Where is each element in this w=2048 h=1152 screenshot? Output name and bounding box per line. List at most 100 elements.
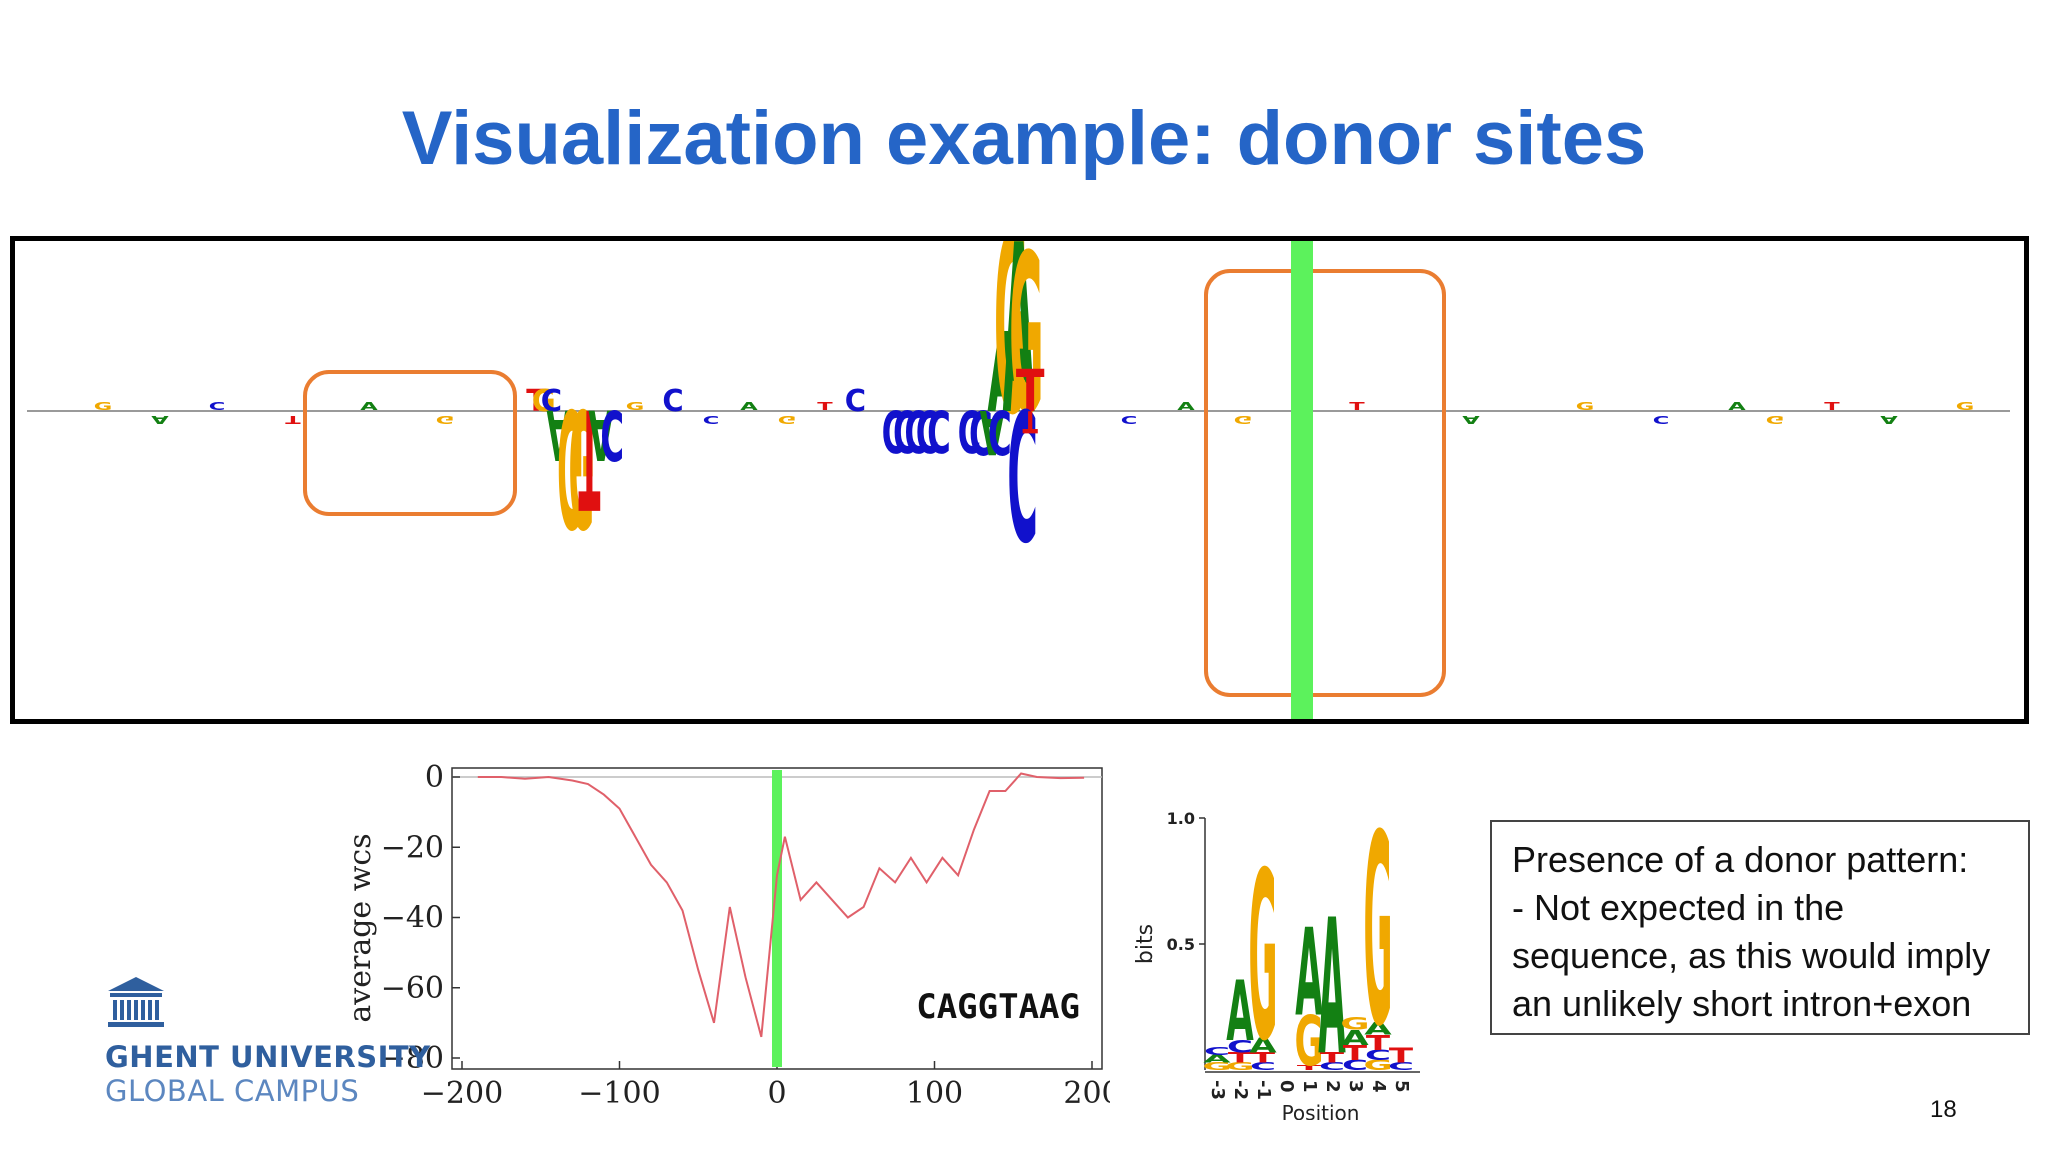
logo-letter-t: T (1023, 403, 1039, 438)
logo-letter-c: C (541, 384, 562, 419)
logo-letter-g: G (569, 372, 595, 559)
logo-letter-c: C (600, 394, 624, 475)
logo-noise-letter: G (778, 413, 797, 425)
motif-annotation: CAGGTAAG (916, 987, 1080, 1027)
university-building-icon (108, 977, 164, 1027)
logo-noise-letter: A (1462, 413, 1480, 425)
bits-letter-a: A (1295, 902, 1322, 1043)
y-tick-label: 0 (425, 760, 444, 795)
logo-letter-g: G (532, 384, 556, 419)
highlight-box (1204, 269, 1446, 697)
site-marker-line (772, 770, 782, 1067)
donor-pattern-note: Presence of a donor pattern: - Not expec… (1490, 820, 2030, 1035)
bits-letter-g: G (1225, 1061, 1254, 1073)
logo-noise-letter: G (1234, 413, 1253, 425)
logo-letter-c: C (916, 397, 940, 464)
logo-noise-letter: T (1824, 401, 1839, 413)
logo-noise-letter: G (94, 401, 113, 413)
bits-letter-t: T (1366, 1031, 1390, 1055)
logo-letter-c: C (969, 396, 993, 466)
logo-noise-letter: G (436, 413, 455, 425)
average-wcs-chart: 0 −20 −40 −60 −80−200 −100 0 100 200 average wcs C… (343, 760, 1110, 1111)
note-line: - Not expected in the (1512, 887, 1845, 928)
bits-letter-a: A (1318, 879, 1346, 1097)
logo-letter-c: C (662, 384, 683, 419)
logo-noise-letter: T (817, 401, 832, 413)
site-marker-line (1291, 241, 1313, 719)
logo-letter-a: A (588, 394, 613, 475)
bits-letter-c: C (1227, 1036, 1253, 1056)
logo-noise-letter: G (1956, 401, 1975, 413)
logo-letter-c: C (927, 397, 951, 464)
logo-letter-c: C (845, 384, 866, 419)
y-tick-label: −80 (381, 1041, 444, 1076)
logo-letter-t: T (526, 384, 547, 419)
bits-letter-g: G (1340, 1014, 1369, 1034)
bits-letter-c: C (1388, 1061, 1414, 1073)
x-tick-label: -1 (1253, 1080, 1274, 1100)
bits-letter-a: A (1226, 964, 1253, 1060)
logo-letter-a: A (980, 396, 1005, 466)
note-line: an unlikely short intron+exon (1512, 983, 1972, 1024)
y-tick-label: −20 (381, 830, 444, 865)
logo-noise-letter: A (151, 413, 169, 425)
x-tick-label: −100 (578, 1076, 660, 1111)
logo-letter-c: C (882, 397, 906, 464)
logo-noise-letter: G (1766, 413, 1785, 425)
logo-letter-g: G (557, 372, 583, 559)
bits-letter-t: T (1228, 1050, 1253, 1066)
logo-letter-c: C (893, 397, 917, 464)
bits-letter-c: C (1204, 1046, 1230, 1058)
bits-letter-a: A (1364, 1019, 1392, 1039)
bits-letter-g: G (1363, 1058, 1392, 1074)
x-tick-label: 2 (1322, 1080, 1343, 1093)
x-tick-label: −200 (421, 1076, 503, 1111)
bits-letter-c: C (1365, 1048, 1391, 1064)
bits-letter-c: C (1250, 1061, 1276, 1073)
x-tick-label: 1 (1299, 1080, 1320, 1093)
bits-letter-t: T (1343, 1041, 1367, 1065)
bits-letter-a: A (1203, 1053, 1232, 1065)
bits-letter-g: G (1248, 823, 1277, 1093)
slide-title: Visualization example: donor sites (401, 96, 1647, 181)
bits-letter-a: A (1341, 1026, 1369, 1050)
logo-noise-letter: T (1349, 401, 1364, 413)
x-tick-label: 3 (1345, 1080, 1366, 1093)
logo-letter-c: C (988, 396, 1012, 466)
logo-letter-t: T (1016, 357, 1045, 424)
logo-letter-a: A (987, 309, 1019, 437)
bits-letter-t: T (1389, 1043, 1413, 1067)
logo-noise-letter: A (740, 401, 758, 413)
logo-noise-letter: G (626, 401, 645, 413)
logo-letter-c: C (958, 397, 982, 464)
note-line: Presence of a donor pattern: (1512, 839, 1969, 880)
logo-noise-letter: A (1177, 401, 1195, 413)
logo-letter-g: G (994, 241, 1028, 470)
x-tick-label: 0 (1276, 1080, 1297, 1093)
x-tick-label: 5 (1391, 1080, 1412, 1093)
logo-letter-c: C (1007, 368, 1038, 576)
bits-letter-g: G (1202, 1061, 1231, 1073)
x-tick-label: 200 (1063, 1076, 1110, 1111)
logo-noise-letter: C (1121, 413, 1138, 425)
x-tick-label: 0 (767, 1076, 786, 1111)
note-line: sequence, as this would imply (1512, 935, 1991, 976)
logo-university-text: GHENT UNIVERSITY (105, 1040, 431, 1074)
logo-letter-c: C (904, 397, 928, 464)
x-tick-label: 4 (1368, 1080, 1389, 1093)
logo-letter-t: T (578, 378, 600, 536)
y-axis-label: bits (1133, 924, 1158, 964)
y-tick-label: 0.5 (1167, 935, 1195, 954)
y-tick-label: −60 (381, 971, 444, 1006)
x-axis-label: Position (1282, 1101, 1360, 1120)
highlight-box (303, 370, 517, 516)
wcs-series-line (477, 772, 1085, 1038)
x-tick-label: 100 (906, 1076, 963, 1111)
logo-noise-letter: C (209, 401, 226, 413)
slide-number: 18 (1930, 1096, 1957, 1123)
y-tick-label: −40 (381, 901, 444, 936)
bits-letter-c: C (1319, 1061, 1345, 1073)
logo-noise-letter: A (1880, 413, 1898, 425)
